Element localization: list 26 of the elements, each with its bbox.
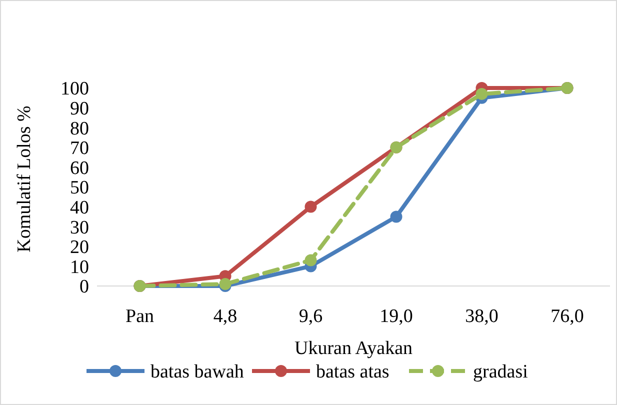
y-tick-label: 80 bbox=[70, 118, 89, 140]
y-axis-title: Komulatif Lolos % bbox=[14, 105, 35, 252]
y-tick-label: 50 bbox=[70, 178, 89, 199]
y-tick-label: 0 bbox=[80, 276, 89, 298]
x-tick-label: 38,0 bbox=[465, 306, 498, 327]
y-tick-label: 20 bbox=[70, 237, 89, 258]
x-tick-label: 19,0 bbox=[380, 306, 413, 327]
x-axis-title: Ukuran Ayakan bbox=[294, 338, 414, 359]
legend-label: batas bawah bbox=[150, 362, 244, 383]
legend-label: gradasi bbox=[473, 362, 528, 383]
x-tick-label: 76,0 bbox=[550, 306, 584, 327]
y-tick-label: 40 bbox=[70, 197, 89, 218]
x-tick-label: Pan bbox=[126, 306, 154, 327]
x-tick-label: 4,8 bbox=[213, 306, 238, 327]
point bbox=[390, 210, 402, 223]
y-tick-label: 70 bbox=[70, 138, 89, 160]
y-tick-label: 30 bbox=[70, 217, 89, 238]
y-tick-label: 90 bbox=[70, 98, 89, 120]
point bbox=[304, 254, 317, 266]
y-tick-label: 10 bbox=[70, 256, 89, 278]
point bbox=[304, 200, 317, 213]
y-tick-label: 60 bbox=[70, 158, 89, 179]
legend-label: batas atas bbox=[316, 362, 390, 383]
point bbox=[476, 88, 488, 100]
y-tick-label: 100 bbox=[60, 78, 89, 100]
x-tick-label: 9,6 bbox=[298, 306, 323, 327]
